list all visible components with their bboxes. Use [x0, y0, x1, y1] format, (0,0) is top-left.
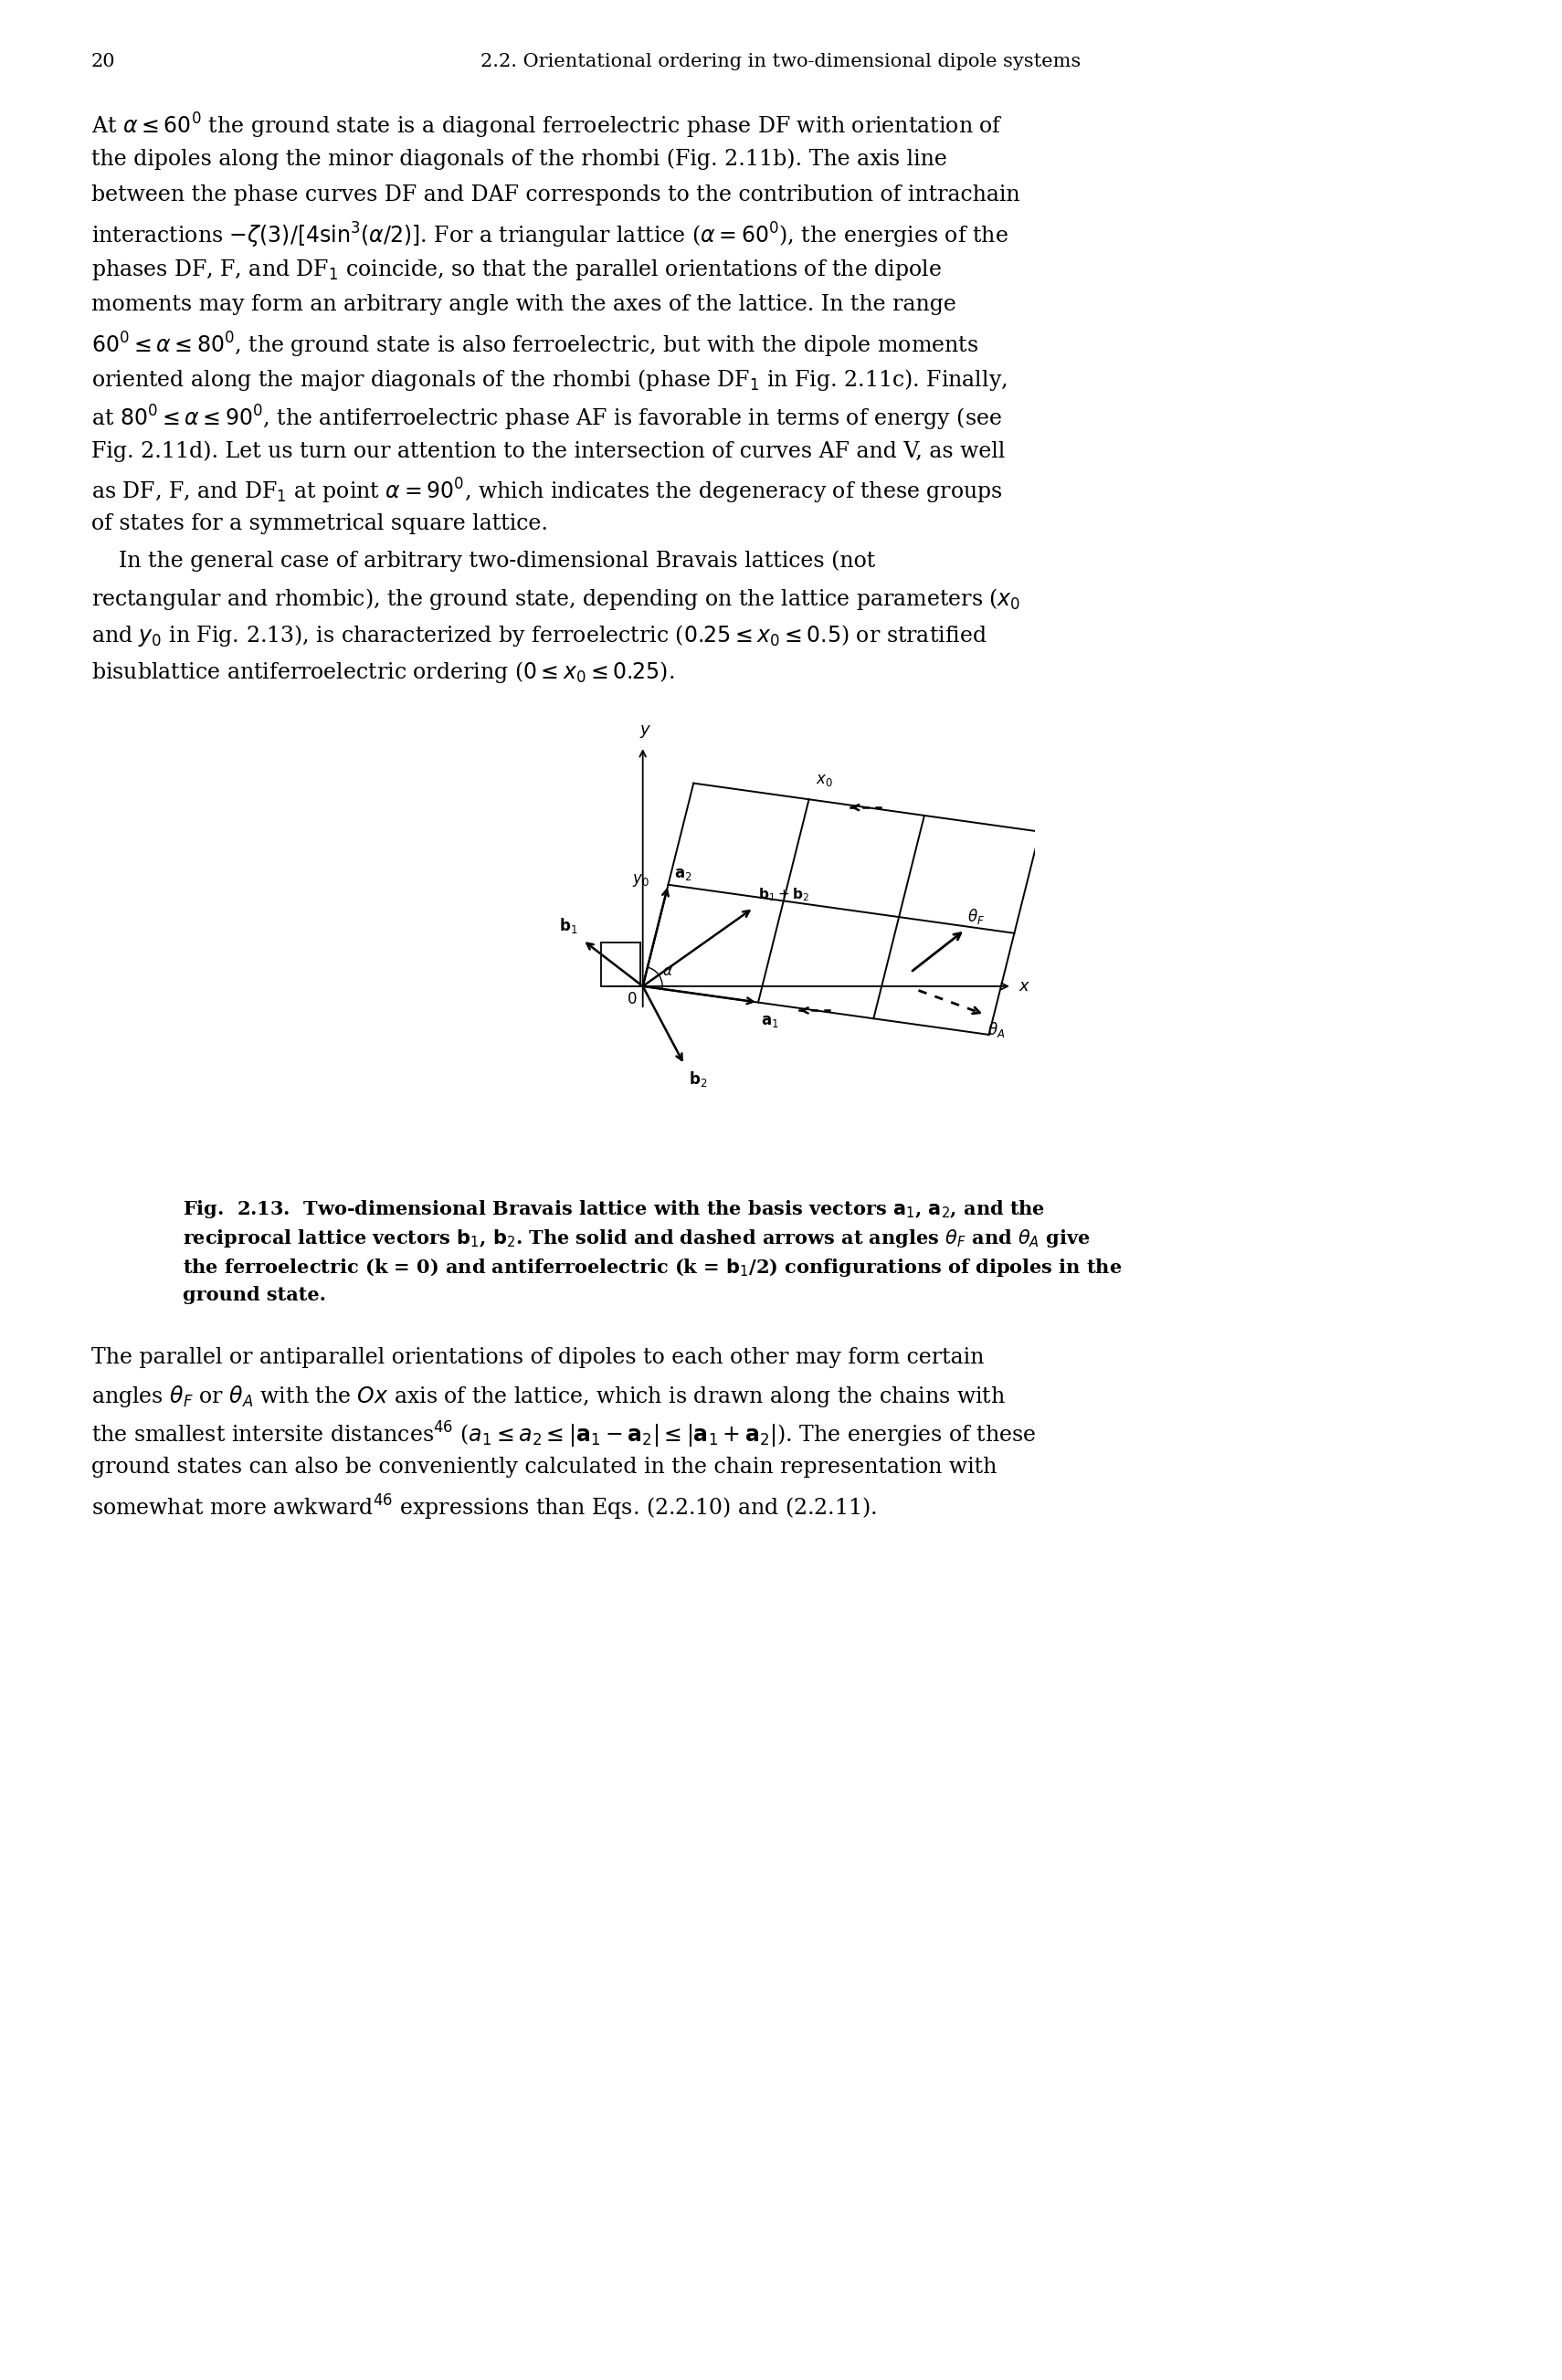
Text: as DF, F, and DF$_1$ at point $\alpha = 90^0$, which indicates the degeneracy of: as DF, F, and DF$_1$ at point $\alpha = …: [91, 476, 1003, 507]
Text: 2.2. Orientational ordering in two-dimensional dipole systems: 2.2. Orientational ordering in two-dimen…: [481, 52, 1081, 71]
Text: $y_0$: $y_0$: [633, 871, 650, 888]
Text: phases DF, F, and DF$_1$ coincide, so that the parallel orientations of the dipo: phases DF, F, and DF$_1$ coincide, so th…: [91, 257, 942, 283]
Text: $0$: $0$: [626, 992, 637, 1007]
Text: $y$: $y$: [639, 724, 651, 740]
Text: $\theta_F$: $\theta_F$: [967, 907, 984, 926]
Text: Fig.  2.13.  Two-dimensional Bravais lattice with the basis vectors $\mathbf{a}_: Fig. 2.13. Two-dimensional Bravais latti…: [183, 1197, 1045, 1221]
Text: $\mathbf{b}_1+\mathbf{b}_2$: $\mathbf{b}_1+\mathbf{b}_2$: [758, 885, 809, 902]
Text: $x_0$: $x_0$: [815, 771, 833, 788]
Text: $\alpha$: $\alpha$: [662, 964, 673, 978]
Text: The parallel or antiparallel orientations of dipoles to each other may form cert: The parallel or antiparallel orientation…: [91, 1347, 984, 1368]
Text: at $80^0 \leq \alpha \leq 90^0$, the antiferroelectric phase AF is favorable in : at $80^0 \leq \alpha \leq 90^0$, the ant…: [91, 405, 1001, 433]
Text: reciprocal lattice vectors $\mathbf{b}_1$, $\mathbf{b}_2$. The solid and dashed : reciprocal lattice vectors $\mathbf{b}_1…: [183, 1228, 1090, 1250]
Text: $\mathbf{b}_1$: $\mathbf{b}_1$: [559, 916, 578, 935]
Text: bisublattice antiferroelectric ordering ($0 \leq x_0 \leq 0.25$).: bisublattice antiferroelectric ordering …: [91, 659, 675, 685]
Text: between the phase curves DF and DAF corresponds to the contribution of intrachai: between the phase curves DF and DAF corr…: [91, 186, 1020, 205]
Text: ground states can also be conveniently calculated in the chain representation wi: ground states can also be conveniently c…: [91, 1457, 997, 1478]
Text: ground state.: ground state.: [183, 1285, 326, 1304]
Text: At $\alpha \leq 60^0$ the ground state is a diagonal ferroelectric phase DF with: At $\alpha \leq 60^0$ the ground state i…: [91, 112, 1003, 140]
Text: $\mathbf{a}_1$: $\mathbf{a}_1$: [761, 1014, 778, 1031]
Text: somewhat more awkward$^{46}$ expressions than Eqs. (2.2.10) and (2.2.11).: somewhat more awkward$^{46}$ expressions…: [91, 1492, 876, 1523]
Text: 20: 20: [91, 52, 116, 71]
Text: angles $\theta_F$ or $\theta_A$ with the $Ox$ axis of the lattice, which is draw: angles $\theta_F$ or $\theta_A$ with the…: [91, 1383, 1006, 1409]
Text: $60^0 \leq \alpha \leq 80^0$, the ground state is also ferroelectric, but with t: $60^0 \leq \alpha \leq 80^0$, the ground…: [91, 331, 978, 359]
Text: $\mathbf{b}_2$: $\mathbf{b}_2$: [689, 1069, 708, 1088]
Text: rectangular and rhombic), the ground state, depending on the lattice parameters : rectangular and rhombic), the ground sta…: [91, 585, 1020, 612]
Text: Fig. 2.11d). Let us turn our attention to the intersection of curves AF and V, a: Fig. 2.11d). Let us turn our attention t…: [91, 440, 1004, 462]
Text: oriented along the major diagonals of the rhombi (phase DF$_1$ in Fig. 2.11c). F: oriented along the major diagonals of th…: [91, 367, 1007, 393]
Text: $\mathbf{a}_2$: $\mathbf{a}_2$: [673, 866, 692, 883]
Text: of states for a symmetrical square lattice.: of states for a symmetrical square latti…: [91, 514, 548, 533]
Text: the dipoles along the minor diagonals of the rhombi (Fig. 2.11b). The axis line: the dipoles along the minor diagonals of…: [91, 148, 947, 169]
Text: $x$: $x$: [1018, 978, 1031, 995]
Text: moments may form an arbitrary angle with the axes of the lattice. In the range: moments may form an arbitrary angle with…: [91, 295, 956, 314]
Text: the ferroelectric (k = 0) and antiferroelectric (k = $\mathbf{b}_1$/2) configura: the ferroelectric (k = 0) and antiferroe…: [183, 1257, 1122, 1278]
Text: the smallest intersite distances$^{46}$ ($a_1 \leq a_2 \leq |\mathbf{a}_1 - \mat: the smallest intersite distances$^{46}$ …: [91, 1421, 1036, 1449]
Text: interactions $-\zeta(3)/[4\mathrm{sin}^3(\alpha/2)]$. For a triangular lattice (: interactions $-\zeta(3)/[4\mathrm{sin}^3…: [91, 221, 1007, 250]
Text: In the general case of arbitrary two-dimensional Bravais lattices (not: In the general case of arbitrary two-dim…: [91, 550, 875, 571]
Text: and $y_0$ in Fig. 2.13), is characterized by ferroelectric ($0.25 \leq x_0 \leq : and $y_0$ in Fig. 2.13), is characterize…: [91, 624, 987, 647]
Text: $\theta_A$: $\theta_A$: [987, 1021, 1004, 1040]
